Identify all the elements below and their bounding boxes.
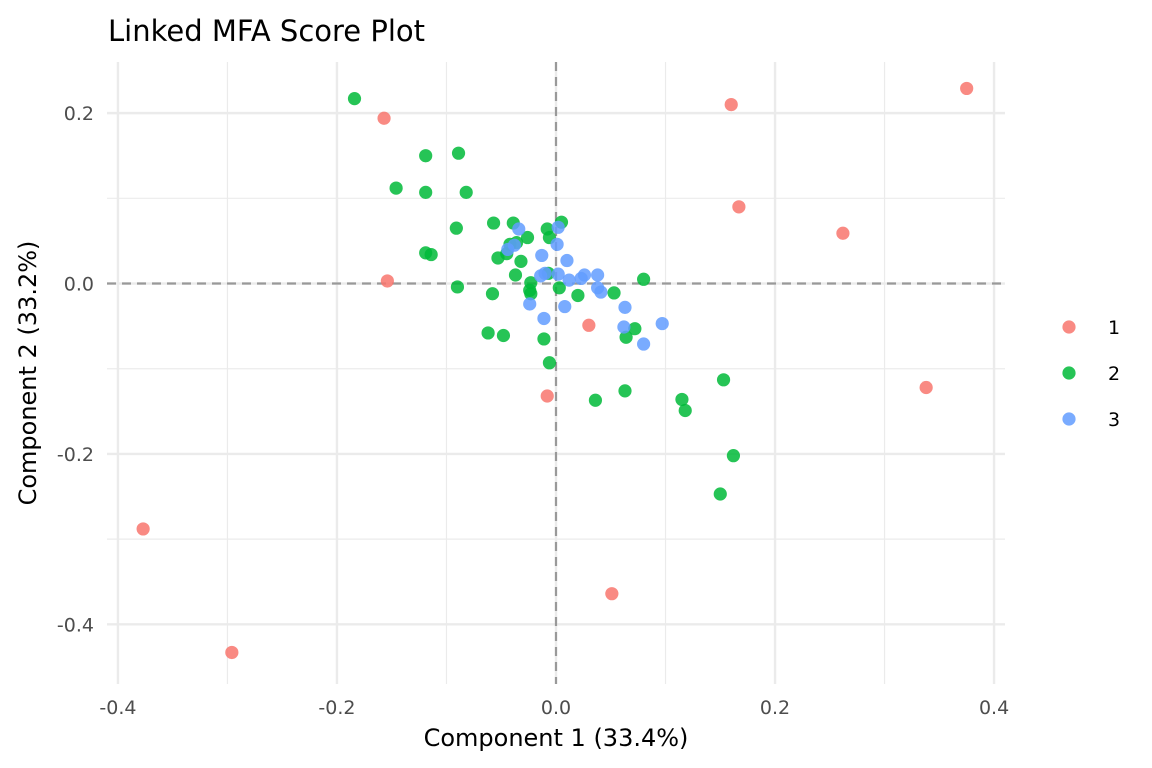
data-point [726,449,741,463]
data-point [605,587,619,601]
data-point [960,81,974,96]
data-point [512,222,526,236]
data-point [491,251,505,265]
data-point [514,254,528,268]
data-point [571,288,585,303]
data-point [552,281,566,295]
data-point [485,287,500,301]
data-point [637,272,651,286]
y-axis-title: Component 2 (33.2%) [14,241,42,506]
data-point [537,311,551,326]
data-point [594,285,608,299]
data-point [419,149,433,163]
data-point [655,316,669,331]
data-point [574,271,588,286]
data-point [542,356,557,370]
y-axis-tick-labels: -0.4 -0.2 0.0 0.2 [57,103,94,636]
data-point [551,267,565,281]
data-point [380,274,394,288]
data-point [558,299,572,314]
y-tick-label: -0.4 [57,614,94,636]
data-point [136,522,150,536]
legend-key-3 [1062,412,1076,426]
x-axis-title: Component 1 (33.4%) [424,724,689,752]
data-point [550,237,564,251]
data-point [582,318,596,332]
data-point [713,487,727,501]
data-point [675,392,689,407]
data-point [347,92,362,106]
x-tick-label: -0.2 [318,697,355,719]
legend: 1 2 3 [1062,317,1120,431]
data-point [459,185,473,199]
x-tick-label: -0.4 [99,697,136,719]
data-point [618,300,632,314]
x-tick-label: 0.4 [979,697,1009,719]
data-point [716,373,731,387]
data-point [524,287,538,301]
data-point [520,230,535,245]
data-point [919,380,933,395]
data-point [836,226,850,240]
data-point [560,253,574,268]
data-point [562,273,576,287]
series-2 [347,92,741,501]
legend-key-1 [1062,320,1076,334]
data-point [225,645,239,660]
y-tick-label: -0.2 [57,444,94,466]
data-point [449,221,463,235]
data-point [619,330,633,344]
x-tick-label: 0.0 [541,697,571,719]
data-point [617,320,631,334]
data-point [523,297,537,311]
legend-label-3: 3 [1108,409,1120,431]
data-point [678,403,692,418]
data-point [724,98,738,112]
legend-key-2 [1062,366,1076,380]
data-point [451,146,466,160]
data-point [481,326,495,340]
legend-label-2: 2 [1108,363,1120,385]
data-point [534,269,548,283]
data-point [419,185,433,199]
data-point [389,181,403,195]
data-point [424,247,438,262]
data-point [628,322,642,336]
data-point [551,220,565,234]
data-point [732,200,746,214]
series-3 [501,220,669,351]
data-point [607,286,621,300]
data-point [450,280,465,294]
y-tick-label: 0.2 [64,103,94,125]
y-tick-label: 0.0 [64,274,94,296]
data-point [588,393,603,407]
data-point [637,337,651,351]
data-point [377,111,391,125]
data-point [535,248,549,263]
data-point [537,332,551,346]
data-point [540,389,554,403]
series-1 [136,81,974,660]
data-points [136,81,974,660]
x-tick-label: 0.2 [760,697,790,719]
data-point [618,384,632,398]
legend-label-1: 1 [1108,317,1120,339]
data-point [501,242,515,257]
x-axis-tick-labels: -0.4 -0.2 0.0 0.2 0.4 [99,697,1009,719]
data-point [486,216,501,230]
data-point [591,268,605,282]
data-point [496,328,511,343]
reference-lines [107,62,1005,684]
data-point [508,268,523,282]
chart-title: Linked MFA Score Plot [108,14,425,48]
